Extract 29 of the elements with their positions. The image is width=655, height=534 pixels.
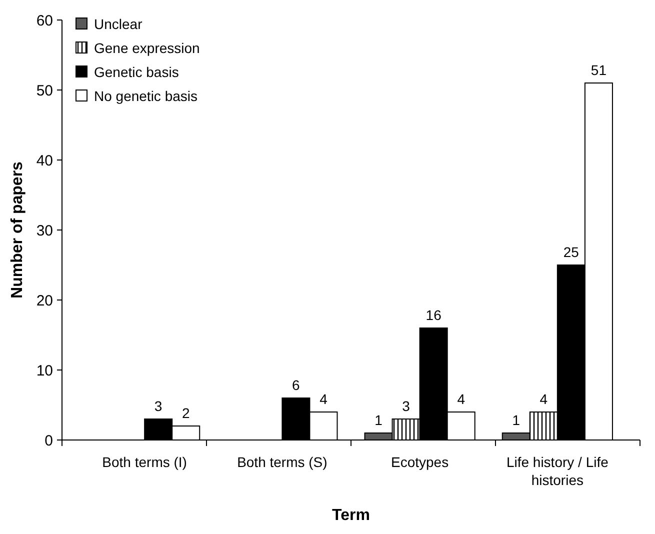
y-tick-label: 40 bbox=[36, 152, 53, 170]
x-tick-label: Both terms (S) bbox=[237, 454, 328, 470]
legend-label: Unclear bbox=[94, 16, 143, 32]
data-label: 2 bbox=[182, 405, 190, 421]
legend-label: Genetic basis bbox=[94, 64, 179, 80]
y-tick-label: 10 bbox=[36, 362, 53, 380]
data-label: 1 bbox=[512, 412, 520, 428]
data-label: 16 bbox=[426, 307, 442, 323]
data-label: 4 bbox=[320, 391, 328, 407]
legend-label: Gene expression bbox=[94, 40, 200, 56]
y-tick-label: 60 bbox=[36, 12, 53, 30]
y-tick-label: 30 bbox=[36, 222, 53, 240]
legend-label: No genetic basis bbox=[94, 88, 198, 104]
data-label: 6 bbox=[292, 377, 300, 393]
data-label: 3 bbox=[402, 398, 410, 414]
x-axis-title: Term bbox=[332, 507, 370, 524]
y-axis-title: Number of papers bbox=[9, 161, 26, 298]
y-tick-label: 20 bbox=[36, 292, 53, 310]
x-tick-label: Life history / Life histories bbox=[506, 454, 609, 488]
y-tick-label: 0 bbox=[44, 432, 53, 450]
data-label: 3 bbox=[154, 398, 162, 414]
x-tick-label: Ecotypes bbox=[391, 454, 449, 470]
data-label: 4 bbox=[457, 391, 466, 407]
data-label: 1 bbox=[374, 412, 383, 428]
y-tick-label: 50 bbox=[36, 82, 53, 100]
data-label: 4 bbox=[540, 391, 548, 407]
x-tick-label: Both terms (I) bbox=[102, 454, 187, 470]
data-label: 51 bbox=[590, 62, 607, 78]
data-label: 25 bbox=[563, 244, 580, 260]
